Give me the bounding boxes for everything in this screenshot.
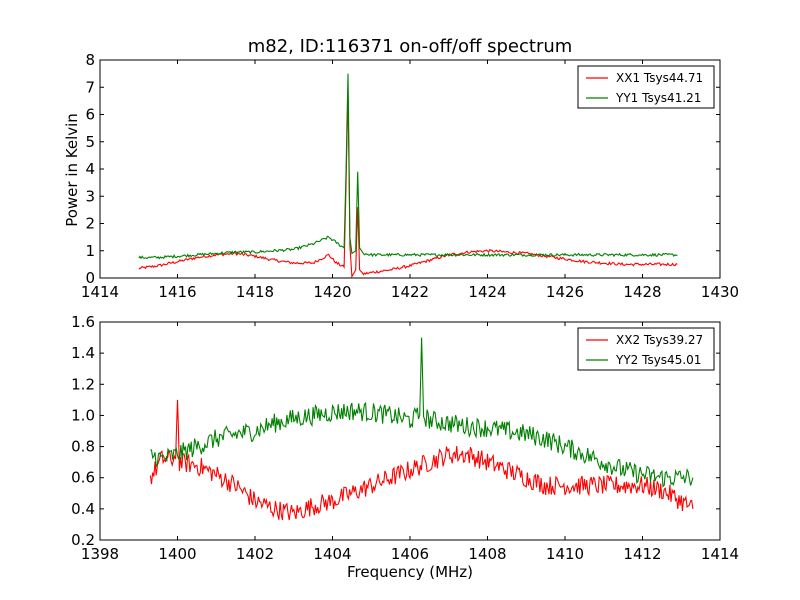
x-tick-label: 1416	[158, 283, 196, 301]
x-tick-label: 1428	[623, 283, 661, 301]
y-tick-label: 0.4	[71, 500, 95, 518]
y-tick-label: 1.4	[71, 344, 95, 362]
y-tick-label: 6	[85, 106, 95, 124]
legend-label: YY2 Tsys45.01	[615, 353, 701, 367]
y-tick-label: 1	[85, 242, 95, 260]
x-tick-label: 1408	[468, 545, 506, 563]
legend-label: YY1 Tsys41.21	[615, 91, 701, 105]
y-axis-label: Power in Kelvin	[63, 113, 81, 227]
y-tick-label: 3	[85, 187, 95, 205]
y-tick-label: 7	[85, 78, 95, 96]
chart-title: m82, ID:116371 on-off/off spectrum	[248, 36, 573, 57]
x-tick-label: 1424	[468, 283, 506, 301]
y-tick-label: 8	[85, 51, 95, 69]
x-tick-label: 1398	[81, 545, 119, 563]
y-tick-label: 1.6	[71, 313, 95, 331]
x-axis-label: Frequency (MHz)	[347, 563, 473, 581]
y-tick-label: 1.0	[71, 406, 95, 424]
y-tick-label: 1.2	[71, 375, 95, 393]
legend-label: XX1 Tsys44.71	[616, 71, 703, 85]
x-tick-label: 1426	[546, 283, 584, 301]
x-tick-label: 1404	[313, 545, 351, 563]
x-tick-label: 1418	[236, 283, 274, 301]
y-tick-label: 0	[85, 269, 95, 287]
legend: XX2 Tsys39.27 YY2 Tsys45.01	[577, 327, 715, 371]
series-line-xx1	[138, 92, 678, 279]
y-tick-label: 0.2	[71, 531, 95, 549]
x-tick-label: 1414	[81, 283, 119, 301]
y-tick-label: 0.6	[71, 469, 95, 487]
bottom-panel: 1398 1400 1402 1404 1406 1408 1410 1412 1414 0.2 0…	[71, 313, 739, 563]
legend-box	[577, 65, 715, 109]
top-panel: 1414 1416 1418 1420 1422 1424 1426 1428 1430 0 1 2 3…	[81, 51, 739, 301]
x-tick-label: 1400	[158, 545, 196, 563]
series-line-xx2	[149, 399, 694, 521]
y-tick-label: 5	[85, 133, 95, 151]
x-tick-label: 1420	[313, 283, 351, 301]
x-tick-label: 1402	[236, 545, 274, 563]
x-tick-label: 1422	[391, 283, 429, 301]
series-line-yy1	[138, 73, 678, 260]
y-tick-label: 2	[85, 215, 95, 233]
x-tick-label: 1412	[623, 545, 661, 563]
x-tick-label: 1410	[546, 545, 584, 563]
legend: XX1 Tsys44.71 YY1 Tsys41.21	[577, 65, 715, 109]
x-tick-label: 1414	[701, 545, 739, 563]
legend-label: XX2 Tsys39.27	[616, 333, 703, 347]
x-tick-label: 1406	[391, 545, 429, 563]
y-tick-label: 0.8	[71, 438, 95, 456]
y-tick-label: 4	[85, 160, 95, 178]
legend-box	[577, 327, 715, 371]
series-line-yy2	[150, 337, 694, 488]
x-tick-label: 1430	[701, 283, 739, 301]
